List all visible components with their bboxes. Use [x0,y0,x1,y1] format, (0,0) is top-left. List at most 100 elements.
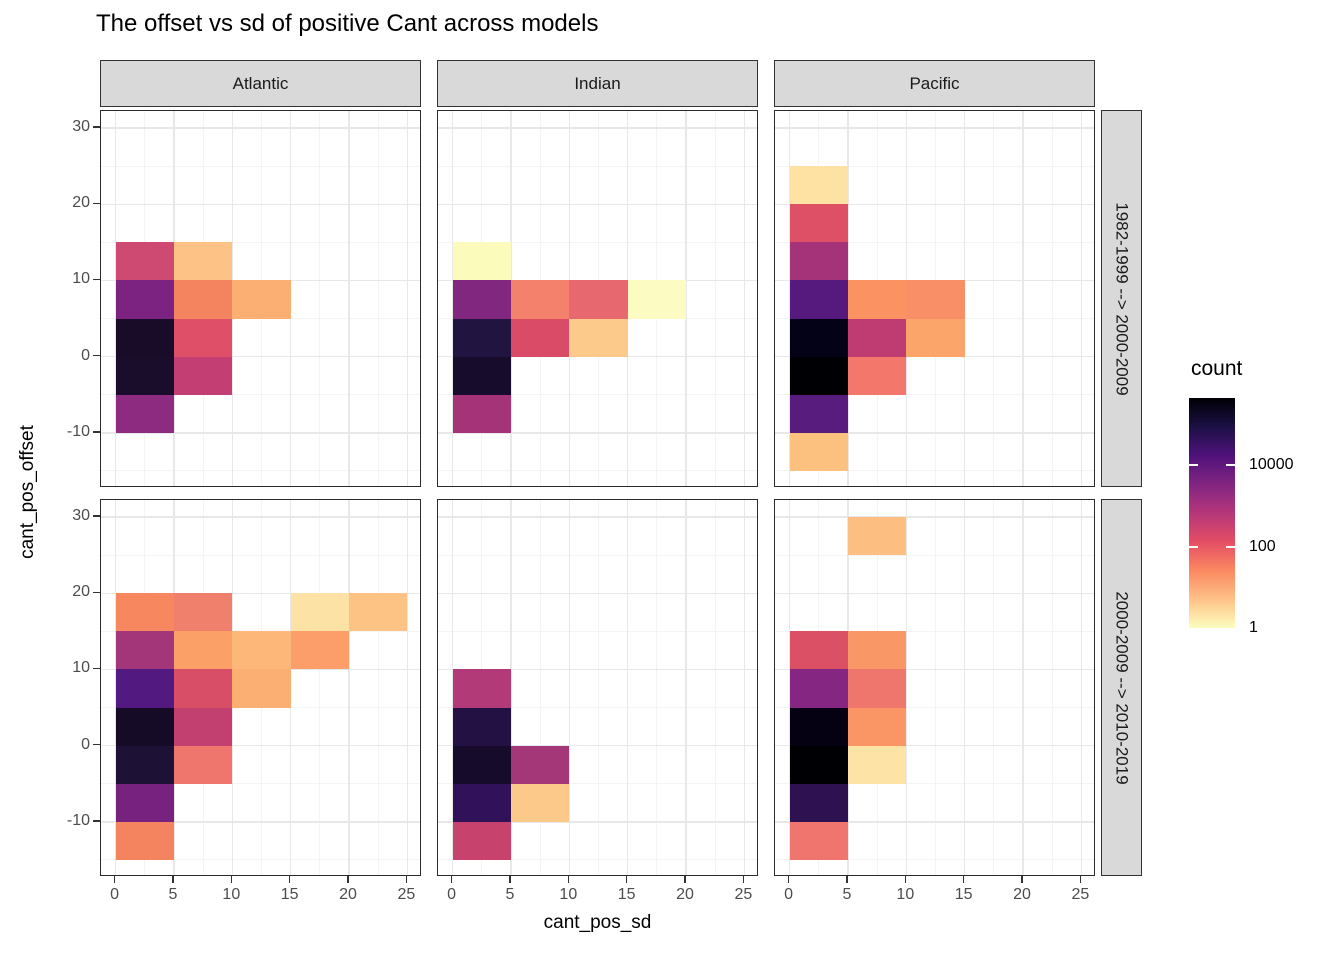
heatmap-tile [232,631,291,670]
y-tick-label: -10 [66,811,90,829]
heatmap-tile [452,356,511,395]
facet-strip-label: 2000-2009 --> 2010-2019 [1112,590,1132,785]
heatmap-tile [232,669,291,708]
x-tick-label: 25 [397,886,416,903]
gridline-minor-vertical [993,111,995,486]
gridline-major-horizontal [775,821,1094,823]
heatmap-tile [349,593,408,632]
heatmap-tile [906,280,965,319]
gridline-major-vertical [743,500,746,875]
gridline-major-horizontal [438,355,757,358]
x-axis-tick [405,876,408,883]
heatmap-tile [789,166,848,205]
y-tick-label: 10 [72,270,90,288]
gridline-major-vertical [685,500,687,875]
heatmap-tile [452,318,511,357]
x-axis-tick [113,876,116,883]
heatmap-tile [510,318,570,357]
gridline-minor-horizontal [438,554,757,556]
gridline-major-horizontal [438,668,757,671]
heatmap-tile [173,631,233,670]
x-axis-tick [625,876,628,883]
gridline-major-horizontal [438,821,757,823]
heatmap-tile [452,707,511,746]
gridline-minor-horizontal [101,859,420,861]
heatmap-tile [789,783,848,822]
heatmap-tile [115,280,174,319]
gridline-minor-horizontal [775,241,1094,243]
gridline-minor-horizontal [438,470,757,472]
y-axis-tick [93,202,100,205]
gridline-major-vertical [685,111,687,486]
gridline-major-vertical [963,111,966,486]
gridline-major-horizontal [101,744,420,747]
heatmap-tile [173,669,233,708]
gridline-major-horizontal [438,432,757,434]
heatmap-tile [115,707,174,746]
gridline-major-horizontal [775,668,1094,671]
facet-strip-indian: Indian [437,60,758,107]
heatmap-tile [789,631,848,670]
heatmap-tile [789,745,848,784]
heatmap-tile [847,280,907,319]
x-axis-title: cant_pos_sd [543,912,652,933]
x-axis-tick [567,876,570,883]
x-tick-label: 0 [110,886,120,903]
x-axis-tick [1021,876,1023,883]
gridline-major-vertical [510,500,512,875]
gridline-minor-vertical [656,500,658,875]
legend-label-10000: 10000 [1249,456,1294,474]
y-axis-tick [93,591,100,594]
gridline-minor-vertical [935,500,936,875]
gridline-major-vertical [626,500,629,875]
heatmap-tile [847,669,907,708]
gridline-minor-horizontal [438,165,757,167]
legend-label-100: 100 [1249,537,1276,555]
heatmap-tile [789,356,848,395]
y-tick-label: -10 [66,422,90,440]
y-tick-label: 0 [81,735,90,753]
gridline-major-horizontal [438,127,757,129]
heatmap-tile [789,242,848,281]
gridline-minor-horizontal [438,783,757,785]
gridline-minor-vertical [714,111,716,486]
heatmap-tile [232,280,291,319]
heatmap-tile [115,394,174,433]
heatmap-tile [847,631,907,670]
x-axis-tick [172,876,174,883]
facet-strip-label: Atlantic [232,73,289,93]
gridline-major-horizontal [775,744,1094,747]
heatmap-tile [173,318,233,357]
x-axis-tick [742,876,745,883]
gridline-major-vertical [348,500,350,875]
gridline-minor-vertical [319,111,321,486]
heatmap-tile [847,707,907,746]
gridline-major-vertical [1022,500,1024,875]
heatmap-tile [452,745,511,784]
gridline-major-horizontal [775,203,1094,206]
gridline-major-vertical [348,111,350,486]
heatmap-tile [789,394,848,433]
x-tick-label: 10 [896,886,915,903]
gridline-major-vertical [568,500,571,875]
gridline-minor-vertical [377,500,379,875]
panel-indian-period1 [437,110,758,487]
legend-tickmark [1189,464,1198,467]
gridline-minor-horizontal [775,707,1094,709]
heatmap-tile [290,631,350,670]
heatmap-tile [510,783,570,822]
gridline-major-horizontal [101,127,420,129]
gridline-major-horizontal [775,127,1094,129]
x-axis-tick [509,876,511,883]
y-axis-tick [93,126,100,128]
gridline-minor-horizontal [101,318,420,320]
heatmap-tile [115,783,174,822]
gridline-major-horizontal [775,432,1094,434]
x-tick-label: 25 [734,886,753,903]
y-axis-tick [93,667,100,670]
heatmap-tile [789,669,848,708]
gridline-minor-horizontal [101,165,420,167]
facet-strip-period-1: 1982-1999 --> 2000-2009 [1101,110,1142,487]
panel-pacific-period2 [774,499,1095,876]
